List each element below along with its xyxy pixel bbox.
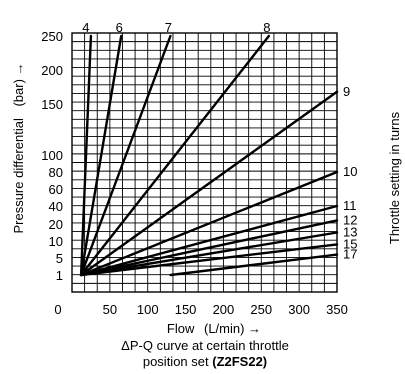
y-axis-unit: (bar) → (11, 62, 26, 106)
caption-line-2-text: position set (142, 354, 209, 369)
throttle-setting-title: Throttle setting in turns (387, 111, 402, 244)
curve-7 (79, 34, 172, 277)
x-axis-label: Flow (167, 321, 195, 336)
plot-border (71, 32, 338, 293)
plot-frame (71, 32, 338, 293)
x-tick-labels: 0 50 100 150 200 250 300 350 (54, 302, 347, 317)
y-tick-150: 150 (41, 97, 63, 112)
curve-10 (79, 170, 339, 277)
x-axis-unit: (L/min) → (204, 321, 261, 336)
curve-label-9: 9 (343, 84, 350, 99)
y-tick-250: 250 (41, 29, 63, 44)
x-tick-200: 200 (213, 302, 235, 317)
curve-label-7: 7 (165, 20, 172, 35)
curve-11 (79, 204, 339, 277)
curve-6 (79, 34, 123, 277)
y-axis-label: Pressure differential (11, 118, 26, 233)
y-tick-labels: 1 5 10 20 40 60 80 100 150 200 250 (41, 29, 63, 283)
y-axis-title: Pressure differential (bar) → (11, 62, 26, 233)
curve-label-10: 10 (343, 164, 357, 179)
y-tick-100: 100 (41, 148, 63, 163)
curve-17 (169, 253, 339, 277)
chart-curves (79, 34, 339, 277)
x-tick-250: 250 (250, 302, 272, 317)
x-tick-50: 50 (103, 302, 117, 317)
curve-12 (79, 219, 339, 277)
curve-label-11: 11 (343, 198, 357, 213)
curve-label-13: 13 (343, 225, 357, 240)
x-tick-150: 150 (175, 302, 197, 317)
curve-8 (79, 34, 271, 277)
curve-label-8: 8 (263, 20, 270, 35)
curve-label-17: 17 (343, 247, 357, 262)
chart-grid (72, 33, 337, 292)
curve-label-15: 15 (343, 236, 357, 251)
x-tick-0: 0 (54, 302, 61, 317)
curve-label-12: 12 (343, 212, 357, 227)
caption-line-1: ΔP-Q curve at certain throttle (121, 338, 289, 353)
y-tick-60: 60 (49, 182, 63, 197)
x-tick-300: 300 (288, 302, 310, 317)
chart-caption: ΔP-Q curve at certain throttle position … (90, 338, 320, 370)
curve-4 (79, 34, 93, 277)
x-axis-title: Flow (L/min) → (167, 321, 261, 336)
caption-model: (Z2FS22) (212, 354, 268, 369)
curve-13 (79, 231, 339, 277)
curve-9 (79, 90, 339, 277)
y-tick-40: 40 (49, 199, 63, 214)
curve-15 (79, 243, 339, 277)
curve-label-6: 6 (116, 20, 123, 35)
y-tick-200: 200 (41, 63, 63, 78)
y-tick-10: 10 (49, 234, 63, 249)
curve-label-4: 4 (82, 20, 89, 35)
y-tick-20: 20 (49, 217, 63, 232)
y-tick-1: 1 (56, 268, 63, 283)
y-tick-80: 80 (49, 165, 63, 180)
x-tick-100: 100 (137, 302, 159, 317)
y-tick-5: 5 (56, 251, 63, 266)
x-tick-350: 350 (326, 302, 348, 317)
caption-line-2: position set (Z2FS22) (90, 354, 320, 370)
